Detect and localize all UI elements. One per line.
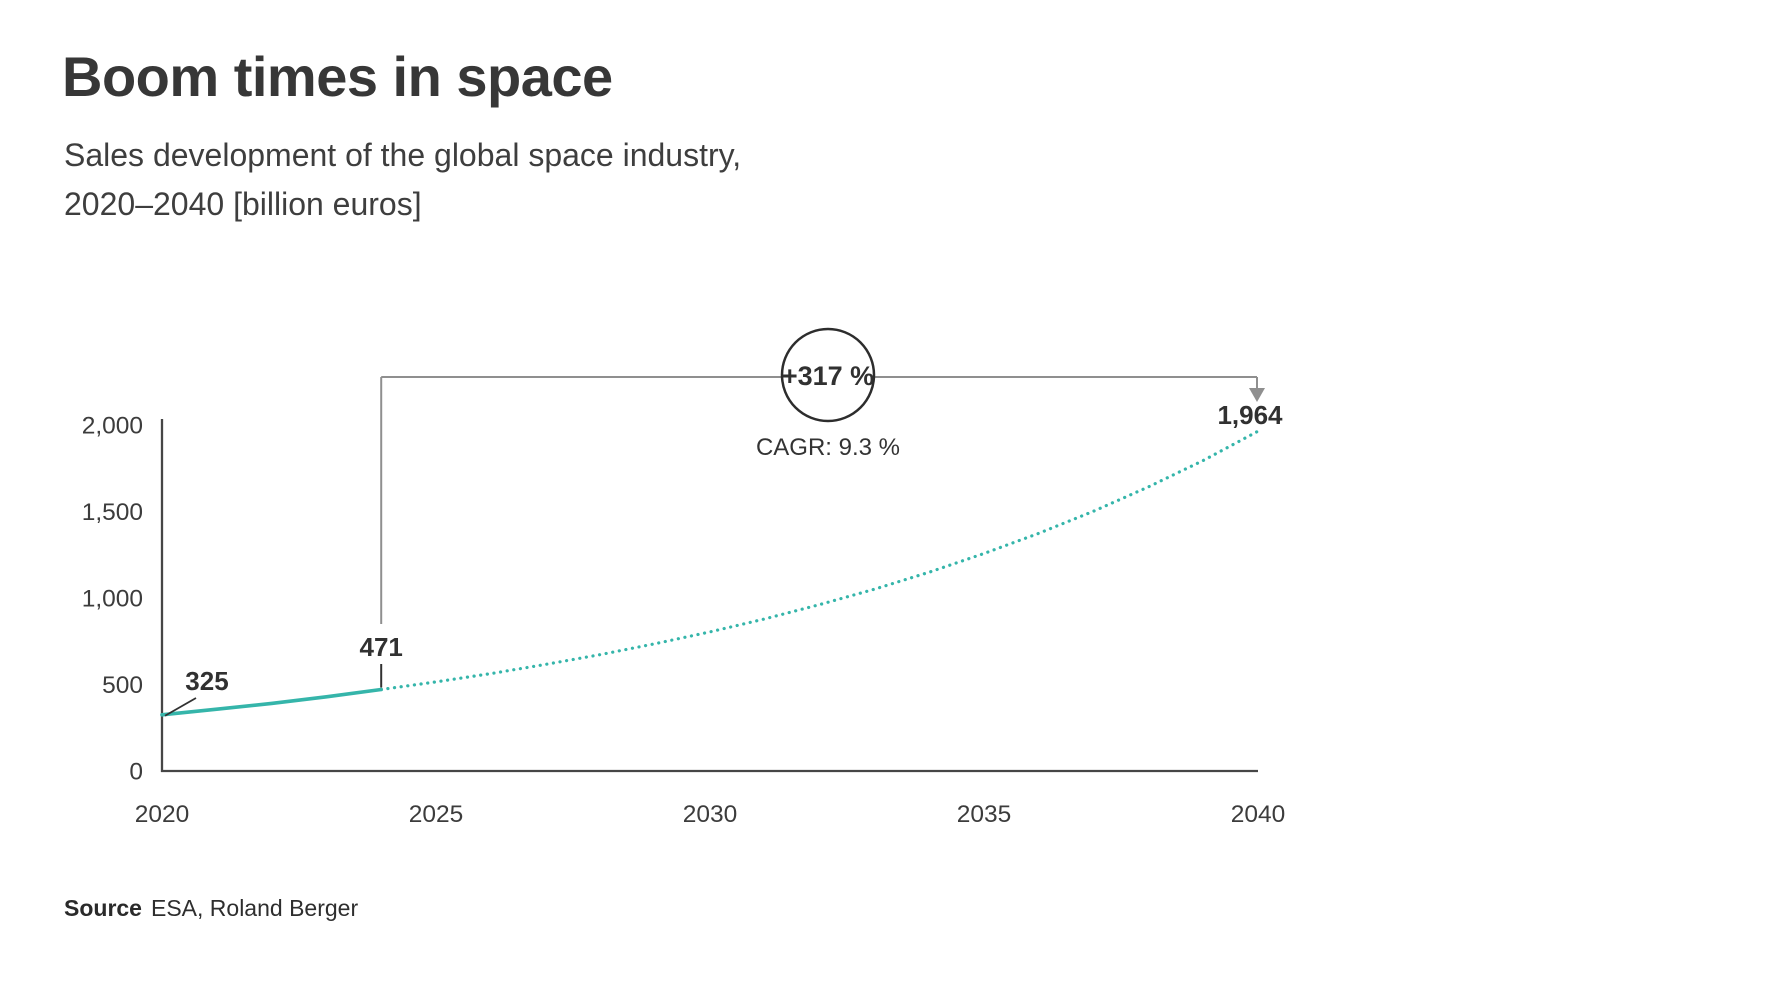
y-tick-label-0: 0 <box>129 759 143 786</box>
x-tick-label-2025: 2025 <box>409 801 464 828</box>
chart-subtitle-line2: 2020–2040 [billion euros] <box>64 186 422 222</box>
value-label-2020: 325 <box>185 666 228 696</box>
chart-subtitle-line1: Sales development of the global space in… <box>64 137 742 173</box>
source-line: Source ESA, Roland Berger <box>64 895 358 922</box>
arrow-down-icon <box>1249 388 1265 402</box>
chart-header: Boom times in space Sales development of… <box>62 44 741 229</box>
y-tick-label-1500: 1,500 <box>82 499 143 526</box>
source-text: ESA, Roland Berger <box>150 895 359 921</box>
value-label-2040: 1,964 <box>1217 400 1283 430</box>
value-label-2024: 471 <box>360 632 403 662</box>
y-tick-label-500: 500 <box>102 672 143 699</box>
value-leader-2020 <box>164 697 197 717</box>
x-tick-label-2020: 2020 <box>135 801 190 828</box>
forecast-sales-dotted-line <box>379 429 1260 692</box>
chart-subtitle: Sales development of the global space in… <box>64 131 741 229</box>
growth-circle-badge <box>780 327 876 423</box>
x-tick-label-2040: 2040 <box>1231 801 1286 828</box>
page-title: Boom times in space <box>62 45 613 108</box>
x-tick-label-2030: 2030 <box>683 801 738 828</box>
x-tick-label-2035: 2035 <box>957 801 1012 828</box>
y-tick-label-1000: 1,000 <box>82 586 143 613</box>
actual-sales-line <box>160 687 383 717</box>
growth-percent-label: +317 % <box>782 361 874 391</box>
source-label: Source <box>64 895 142 921</box>
cagr-label: CAGR: 9.3 % <box>756 434 900 461</box>
y-tick-label-2000: 2,000 <box>82 413 143 440</box>
